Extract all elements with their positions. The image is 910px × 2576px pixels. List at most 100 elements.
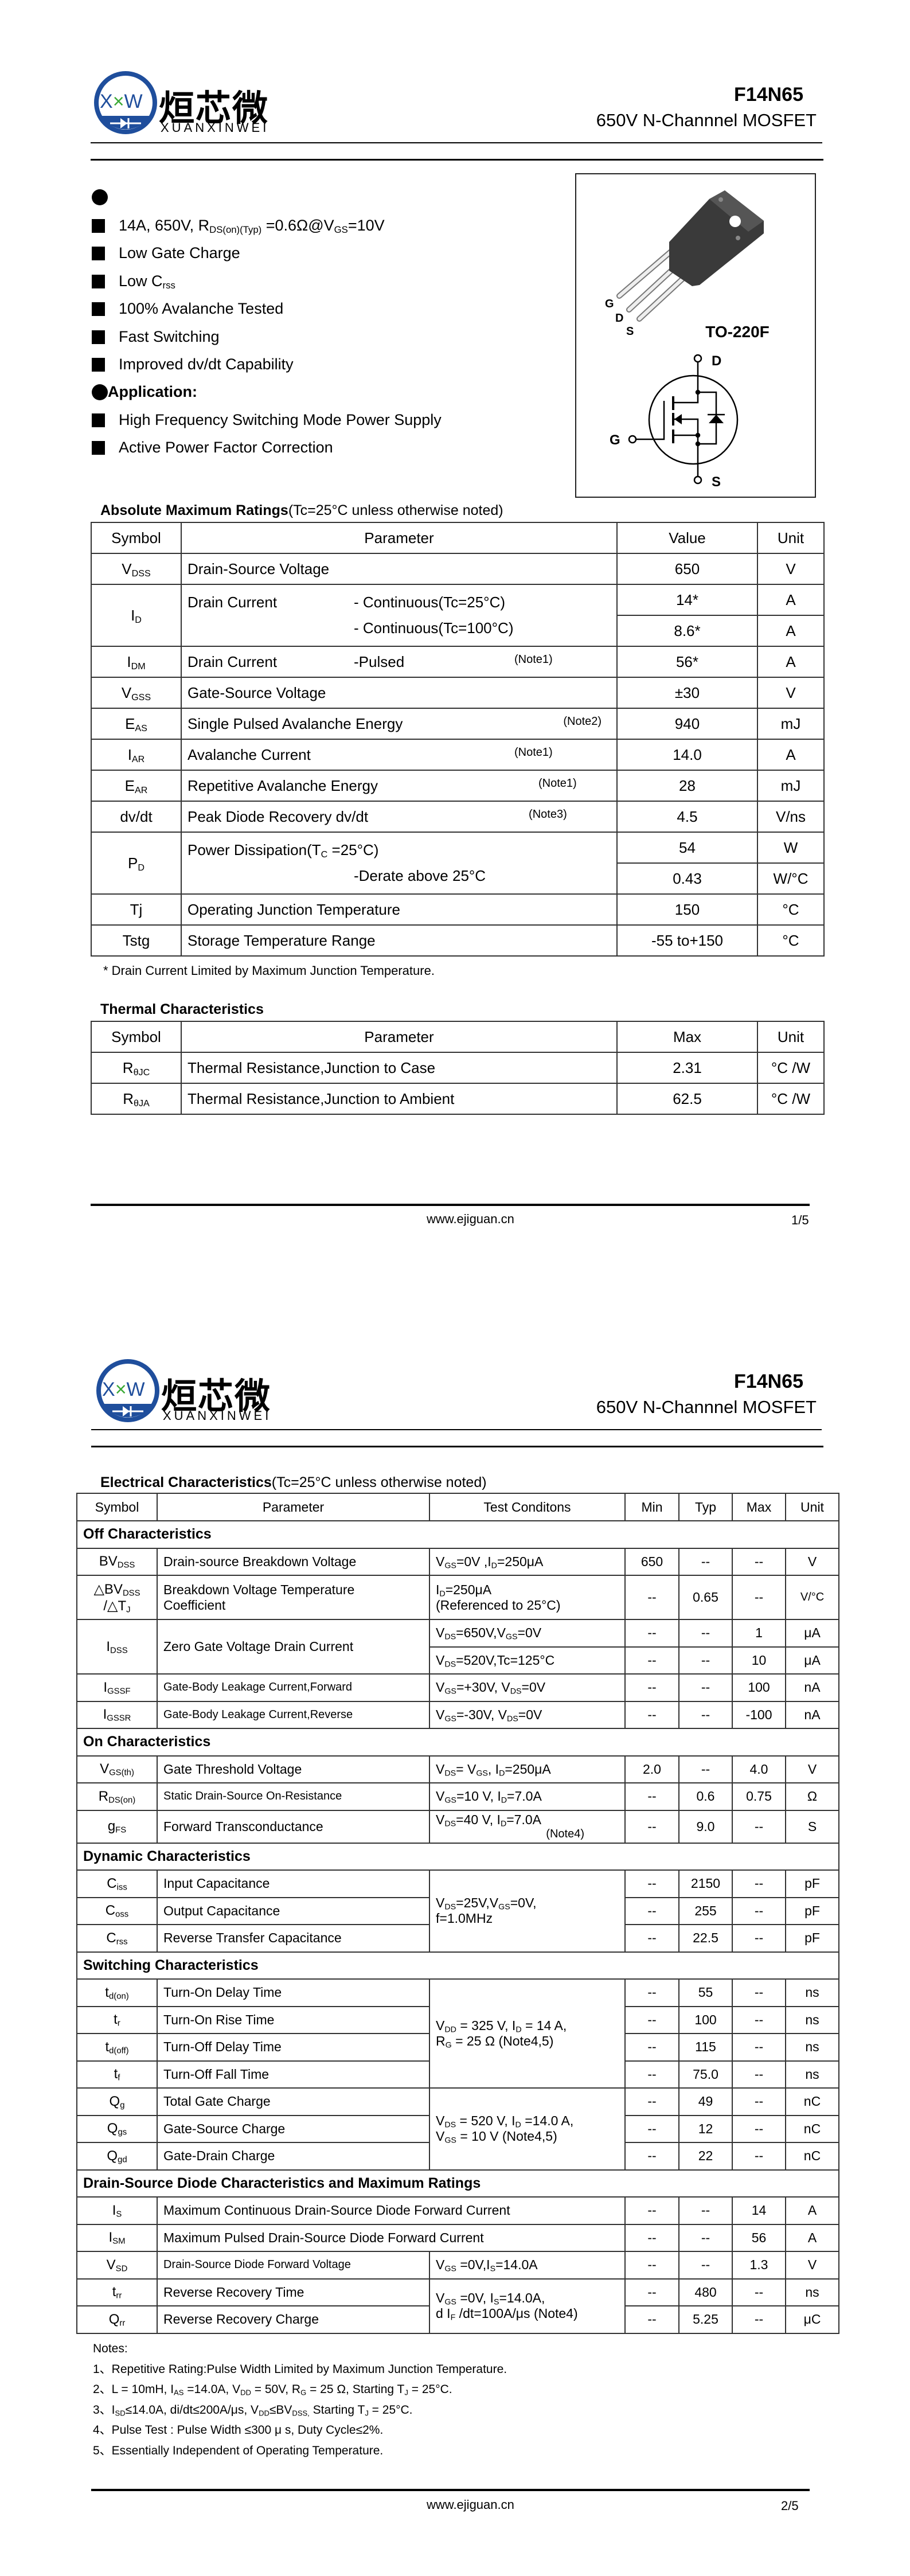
abs-max-title-condition: (Tc=25°C unless otherwise noted) (288, 502, 503, 518)
max-cell: -- (732, 2278, 786, 2306)
feature-item: Improved dv/dt Capability (92, 356, 294, 373)
parameter-label: Operating Junction Temperature (188, 900, 400, 918)
condition-line: VDS = 520 V, ID =14.0 A, (436, 2113, 574, 2130)
symbol-cell: IDM (91, 646, 182, 678)
parameter-note: (Note1) (514, 653, 553, 666)
square-bullet-icon (92, 218, 105, 233)
parameter-detail: - Continuous(Tc=25°C) (354, 594, 506, 611)
min-cell: -- (624, 2060, 679, 2089)
header-divider (91, 1429, 822, 1430)
typ-cell: 22.5 (678, 1924, 733, 1953)
abs-max-title-bold: Absolute Maximum Ratings (100, 502, 288, 518)
min-cell: -- (624, 2251, 679, 2280)
unit-cell: °C (757, 924, 825, 957)
note-item: 1、Repetitive Rating:Pulse Width Limited … (93, 2362, 507, 2376)
parameter-label: Drain Current (188, 653, 278, 670)
column-header: Parameter (157, 1493, 430, 1521)
thermal-title: Thermal Characteristics (100, 1001, 264, 1017)
unit-cell: °C /W (757, 1052, 825, 1084)
symbol-cell: Qg (76, 2087, 158, 2116)
value-cell: 150 (616, 893, 758, 926)
electrical-title-bold: Electrical Characteristics (100, 1474, 272, 1490)
parameter-cell: Maximum Continuous Drain-Source Diode Fo… (157, 2196, 626, 2225)
parameter-cell: Output Capacitance (157, 1896, 430, 1925)
footer-url[interactable]: www.ejiguan.cn (427, 2497, 514, 2512)
typ-cell: -- (678, 2251, 733, 2280)
application-item: Active Power Factor Correction (92, 439, 333, 456)
parameter-line: Drain Current -Pulsed (Note1) (188, 653, 611, 671)
bullet-dot-icon (92, 384, 108, 400)
parameter-detail (368, 808, 529, 826)
symbol-cell: tf (76, 2060, 158, 2089)
value-cell: 14.0 (616, 739, 758, 771)
features-bullet (92, 189, 108, 205)
unit-cell: nC (785, 2114, 839, 2143)
bullet-dot-icon (92, 189, 108, 205)
feature-text: Low Gate Charge (119, 244, 240, 261)
condition-line: RG = 25 Ω (Note4,5) (436, 2034, 554, 2050)
unit-cell: pF (785, 1924, 839, 1953)
table-row: gFS Forward Transconductance VDS=40 V, ID=… (76, 1809, 839, 1844)
typ-cell: 75.0 (678, 2060, 733, 2089)
parameter-cell: Reverse Recovery Charge (157, 2305, 430, 2334)
parameter-label: Gate-Source Voltage (188, 684, 326, 701)
header-divider (91, 159, 823, 161)
condition-line: VGS=0V ,ID=250μA (436, 1554, 544, 1571)
column-header: Max (616, 1021, 758, 1053)
unit-cell: S (785, 1809, 839, 1844)
parameter-detail (400, 901, 561, 919)
column-header: Typ (678, 1493, 733, 1521)
typ-cell: -- (678, 1646, 733, 1675)
parameter-note: (Note3) (529, 807, 567, 821)
test-condition-cell: VGS=0V ,ID=250μA (429, 1547, 626, 1576)
min-cell: -- (624, 1896, 679, 1925)
table-row: tr Turn-On Rise Time -- 100 -- ns (76, 2005, 839, 2034)
footer-url[interactable]: www.ejiguan.cn (427, 1212, 514, 1226)
note-item: 4、Pulse Test : Pulse Width ≤300 μ s, Dut… (93, 2423, 384, 2437)
parameter-cell: Reverse Transfer Capacitance (157, 1924, 430, 1953)
table-row: RθJA Thermal Resistance,Junction to Ambie… (91, 1083, 825, 1115)
unit-cell: V (785, 1755, 839, 1783)
pin-label-s: S (626, 325, 634, 338)
table-row: ID Drain Current - Continuous(Tc=25°C) - Co… (91, 584, 825, 647)
typ-cell: 480 (678, 2278, 733, 2306)
parameter-cell: Static Drain-Source On-Resistance (157, 1782, 430, 1811)
symbol-label-d: D (712, 353, 721, 369)
condition-line: VGS = 10 V (Note4,5) (436, 2129, 557, 2145)
min-cell: -- (624, 1924, 679, 1953)
table-row: 8.6* A (91, 615, 825, 647)
test-condition-cell: VGS =0V, IS=14.0A, d IF /dt=100A/μs (Note… (429, 2278, 626, 2334)
min-cell: -- (624, 1673, 679, 1702)
table-row: VGSS Gate-Source Voltage ±30 V (91, 677, 825, 709)
max-cell: -- (732, 2033, 786, 2062)
parameter-detail (378, 841, 539, 859)
footer-divider (91, 2489, 810, 2491)
unit-cell: W (757, 832, 825, 864)
symbol-cell: VSD (76, 2251, 158, 2280)
value-cell: 54 (616, 832, 758, 864)
application-text: High Frequency Switching Mode Power Supp… (119, 411, 442, 428)
unit-cell: A (757, 646, 825, 678)
unit-cell: A (757, 615, 825, 647)
test-condition-cell: ID=250μA (Referenced to 25°C) (429, 1575, 626, 1620)
unit-cell: mJ (757, 708, 825, 740)
svg-text:X×W: X×W (100, 91, 143, 112)
parameter-cell: Drain-Source Diode Forward Voltage (157, 2251, 430, 2280)
table-header-row: Symbol Parameter Value Unit (91, 522, 825, 554)
header-divider (91, 1446, 823, 1447)
condition-line: VDS=40 V, ID=7.0A (436, 1812, 541, 1829)
unit-cell: ns (785, 2060, 839, 2089)
value-cell: 28 (616, 770, 758, 802)
feature-item: Low Crss (92, 272, 175, 290)
value-cell: 940 (616, 708, 758, 740)
note-item: 2、L = 10mH, IAS =14.0A, VDD = 50V, RG = … (93, 2383, 452, 2397)
feature-item: Low Gate Charge (92, 244, 240, 262)
feature-text: 100% Avalanche Tested (119, 300, 284, 317)
unit-cell: nC (785, 2087, 839, 2116)
table-row: Qgs Gate-Source Charge -- 12 -- nC (76, 2114, 839, 2143)
table-row: △BVDSS/△TJ Breakdown Voltage Temperature C… (76, 1575, 839, 1620)
unit-cell: °C /W (757, 1083, 825, 1115)
unit-cell: V (785, 2251, 839, 2280)
parameter-detail: -Pulsed (354, 653, 405, 670)
symbol-cell: RθJA (91, 1083, 182, 1115)
